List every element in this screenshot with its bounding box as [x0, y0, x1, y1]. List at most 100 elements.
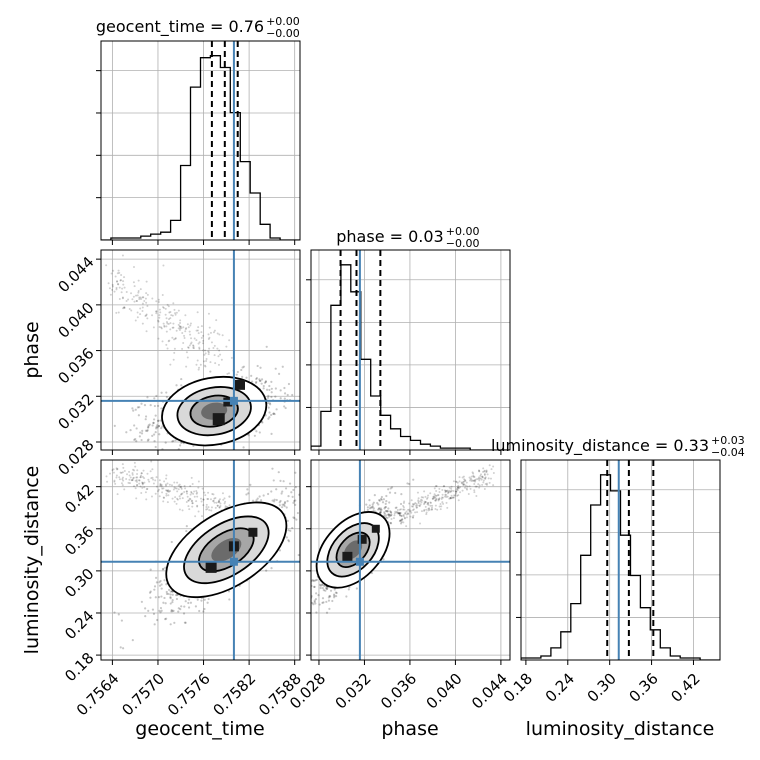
scatter-point — [323, 584, 326, 587]
scatter-point — [135, 479, 138, 482]
scatter-point — [279, 397, 282, 400]
scatter-point — [162, 601, 165, 604]
scatter-point — [241, 375, 244, 379]
scatter-point — [457, 494, 460, 497]
scatter-point — [384, 505, 388, 509]
scatter-point — [472, 479, 475, 482]
x-tick-label-phase: 0.032 — [332, 670, 375, 713]
scatter-point — [175, 502, 178, 505]
scatter-point — [390, 511, 393, 514]
scatter-point — [205, 357, 208, 360]
scatter-point — [446, 506, 449, 509]
scatter-point — [121, 254, 124, 257]
scatter-point — [425, 511, 428, 514]
scatter-point — [255, 499, 258, 502]
scatter-point — [179, 485, 182, 488]
scatter-point — [138, 482, 141, 485]
scatter-point — [208, 509, 211, 512]
scatter-point — [144, 491, 147, 494]
scatter-point — [156, 618, 159, 622]
scatter-point — [167, 305, 170, 308]
scatter-point — [307, 595, 309, 597]
density-peak-cell — [371, 524, 380, 533]
scatter-point — [435, 485, 438, 488]
scatter-point — [272, 412, 275, 415]
scatter-point — [450, 487, 453, 490]
scatter-point — [183, 491, 186, 494]
scatter-point — [189, 493, 192, 496]
scatter-point — [468, 476, 471, 479]
scatter-point — [320, 583, 324, 586]
scatter-point — [432, 497, 435, 500]
scatter-point — [216, 332, 219, 335]
scatter-point — [162, 307, 165, 310]
scatter-point — [193, 337, 196, 340]
scatter-point — [383, 512, 386, 515]
scatter-point — [113, 480, 116, 483]
scatter-point — [444, 493, 447, 496]
scatter-point — [139, 476, 142, 479]
scatter-point — [467, 492, 470, 495]
scatter-point — [139, 313, 142, 316]
scatter-point — [112, 468, 115, 471]
scatter-point — [377, 503, 380, 506]
scatter-point — [278, 549, 282, 552]
scatter-point — [281, 490, 284, 493]
scatter-point — [189, 333, 192, 336]
scatter-point — [425, 497, 428, 500]
scatter-point — [417, 499, 420, 502]
scatter-point — [183, 456, 185, 458]
scatter-point — [179, 327, 182, 330]
scatter-point — [171, 601, 174, 604]
scatter-point — [386, 510, 389, 513]
scatter-point — [155, 426, 158, 429]
scatter-point — [167, 340, 170, 343]
x-axis-label-geocent-time: geocent_time — [135, 718, 264, 740]
scatter-point — [189, 322, 192, 325]
scatter-point — [226, 372, 229, 375]
scatter-point — [372, 501, 375, 504]
scatter-point — [139, 476, 142, 479]
scatter-point — [213, 501, 216, 504]
scatter-point — [202, 498, 205, 501]
scatter-point — [384, 502, 387, 505]
scatter-point — [173, 621, 176, 624]
scatter-point — [319, 583, 322, 586]
scatter-point — [155, 312, 158, 315]
scatter-point — [212, 499, 215, 502]
scatter-point — [456, 481, 459, 484]
scatter-point — [315, 578, 319, 581]
scatter-point — [159, 611, 162, 614]
scatter-point — [180, 325, 183, 328]
title-minus: −0.04 — [711, 446, 745, 459]
scatter-point — [399, 522, 403, 525]
scatter-point — [161, 491, 164, 494]
scatter-point — [378, 507, 381, 510]
scatter-point — [270, 395, 273, 399]
scatter-point — [170, 314, 173, 317]
scatter-point — [166, 482, 169, 485]
scatter-point — [247, 434, 250, 437]
scatter-point — [455, 492, 458, 495]
x-tick-label-luminosity_distance: 0.36 — [625, 670, 661, 706]
scatter-point — [462, 475, 465, 478]
scatter-point — [398, 512, 401, 515]
panel-title-phase: phase = 0.03 +0.00−0.00 — [336, 225, 479, 250]
scatter-point — [202, 349, 205, 352]
scatter-point — [196, 504, 199, 507]
scatter-point — [169, 310, 172, 313]
scatter-point — [162, 487, 165, 490]
scatter-point — [205, 508, 208, 511]
scatter-point — [465, 481, 468, 484]
scatter-point — [208, 347, 211, 350]
scatter-point — [144, 415, 148, 418]
scatter-point — [334, 591, 338, 594]
scatter-point — [190, 341, 193, 344]
scatter-point — [212, 346, 215, 349]
scatter-point — [121, 287, 124, 290]
scatter-point — [134, 319, 137, 322]
scatter-point — [208, 326, 211, 329]
scatter-point — [265, 388, 269, 391]
scatter-point — [283, 405, 286, 408]
scatter-point — [115, 311, 118, 314]
